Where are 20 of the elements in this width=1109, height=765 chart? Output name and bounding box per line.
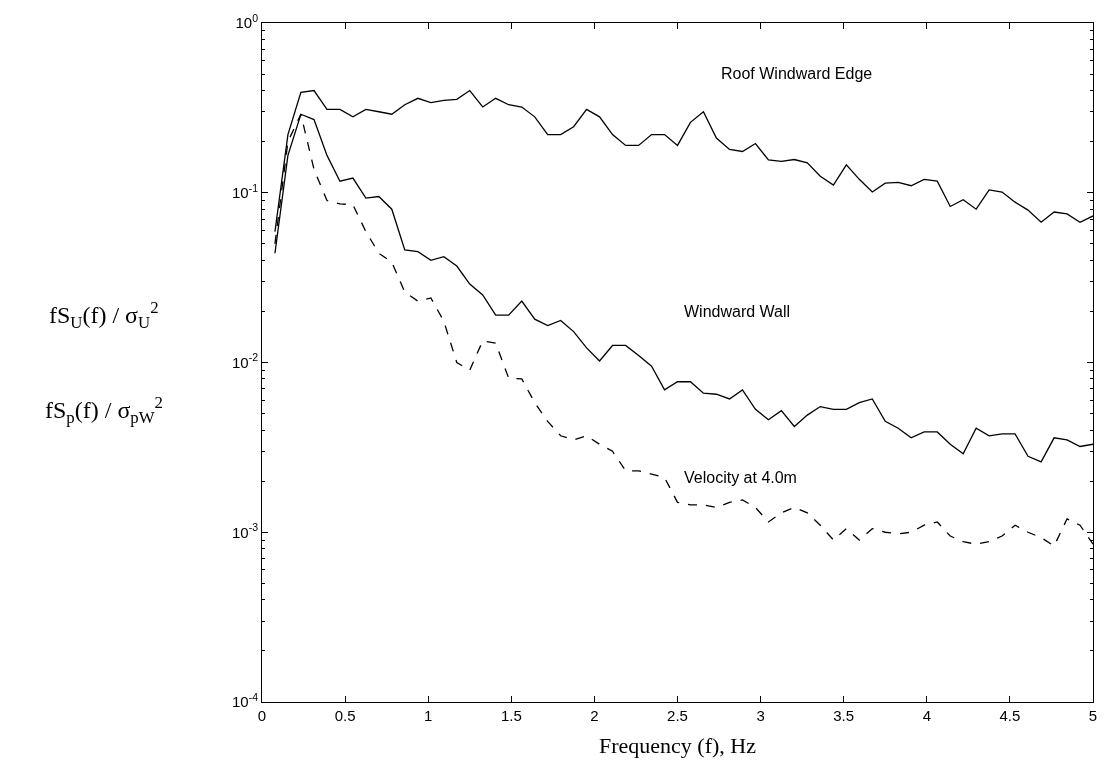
y-tick-label: 10$^{-2}$ <box>231 351 259 371</box>
x-tick-label: 5 <box>1088 707 1098 724</box>
x-tick-label: 3 <box>756 707 765 724</box>
x-axis-title: Frequency (f), Hz <box>599 732 757 758</box>
x-tick-label: 0 <box>257 707 267 724</box>
x-tick-label: 1.5 <box>500 707 522 724</box>
y-tick-label: 10$^{-1}$ <box>231 181 259 201</box>
x-tick-label: 2 <box>590 707 599 724</box>
x-tick-label: 0.5 <box>334 707 356 724</box>
x-tick-label: 4 <box>922 707 931 724</box>
x-tick-label: 3.5 <box>833 707 855 724</box>
annotation: Velocity at 4.0m <box>684 469 797 486</box>
x-tick-label: 1 <box>424 707 433 724</box>
x-tick-label: 4.5 <box>999 707 1021 724</box>
y-tick-label: 10$^{-3}$ <box>231 521 259 541</box>
x-tick-label: 2.5 <box>667 707 688 724</box>
y-tick-label: 10$^{-4}$ <box>231 690 259 711</box>
annotation: Roof Windward Edge <box>721 65 873 82</box>
annotation: Windward Wall <box>684 303 791 320</box>
y-tick-label: 10$^{0}$ <box>235 11 259 32</box>
